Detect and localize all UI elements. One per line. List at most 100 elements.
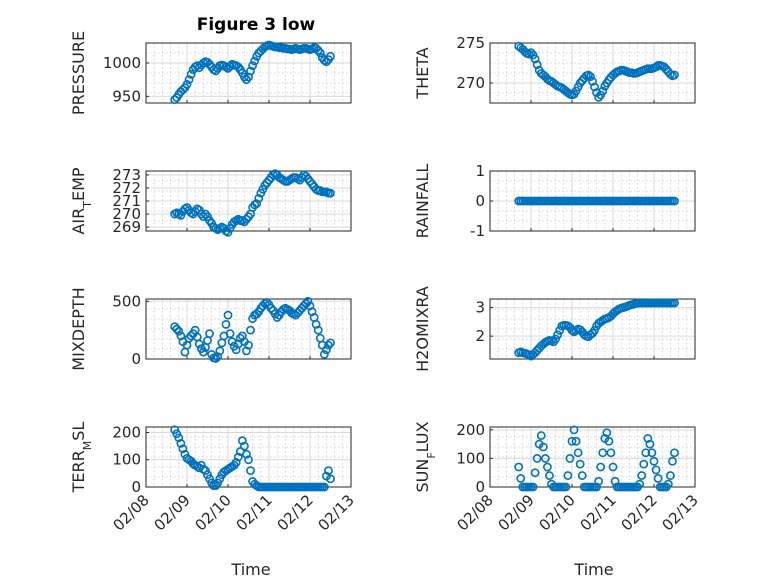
data-point (326, 474, 335, 484)
data-point (528, 482, 538, 492)
data-point (530, 54, 540, 64)
data-point (215, 346, 225, 356)
series-markers (514, 196, 679, 206)
y-tick-label: 0 (131, 350, 141, 368)
data-point (514, 462, 524, 472)
y-tick-label: 100 (456, 449, 485, 467)
y-tick-label: 0 (131, 478, 141, 496)
y-axis-label: AIRTEMP (69, 167, 94, 234)
data-point (610, 476, 620, 486)
data-point (604, 436, 614, 446)
y-tick-label: 270 (112, 205, 141, 223)
y-tick-label: -1 (470, 222, 485, 240)
data-point (639, 459, 649, 469)
data-point (266, 303, 276, 313)
data-point (573, 448, 583, 458)
data-point (563, 471, 573, 480)
data-point (225, 61, 235, 71)
axes-box (489, 42, 696, 104)
data-point (575, 459, 585, 469)
data-point (319, 349, 329, 359)
data-point (584, 70, 593, 80)
x-tick-label: 02/08 (110, 491, 153, 534)
data-point (324, 466, 333, 476)
data-point (668, 456, 677, 466)
data-point (246, 66, 255, 76)
data-point (319, 482, 329, 492)
x-tick-label: 02/09 (495, 491, 538, 534)
data-point (254, 193, 264, 203)
data-point (594, 93, 604, 102)
y-axis-label: SUNFLUX (413, 421, 438, 492)
data-point (653, 474, 663, 483)
y-axis-label: MIXDEPTH (69, 287, 88, 370)
x-tick-label: 02/10 (192, 491, 235, 534)
data-point (184, 75, 194, 85)
data-point (174, 326, 184, 336)
data-point (526, 48, 536, 57)
data-point (530, 468, 540, 478)
data-point (262, 298, 272, 307)
y-tick-label: 271 (112, 192, 141, 210)
y-tick-label: 950 (112, 87, 141, 105)
x-axis-label-left: Time (230, 560, 270, 579)
data-point (244, 455, 253, 465)
series-markers (170, 296, 335, 363)
y-tick-label: 3 (475, 299, 485, 317)
series-markers (514, 41, 679, 102)
x-tick-label: 02/09 (151, 491, 194, 534)
x-tick-label: 02/11 (577, 491, 620, 534)
subplot-rainfall: -1 0 1 RAINFALL (413, 162, 696, 240)
plot-area (489, 426, 696, 488)
data-point (666, 69, 675, 79)
data-point (198, 347, 208, 357)
y-axis-label: THETA (413, 47, 432, 99)
data-point (567, 436, 577, 446)
data-point (666, 471, 675, 480)
y-tick-label: 200 (112, 423, 141, 441)
data-point (553, 330, 563, 340)
data-point (643, 434, 653, 443)
data-point (176, 438, 186, 448)
data-point (606, 448, 616, 458)
x-tick-label: 02/08 (454, 491, 497, 534)
data-point (608, 462, 618, 472)
y-axis-label: PRESSURE (69, 31, 88, 115)
data-point (524, 49, 534, 59)
subplot-terrmsl: 0 100 200 TERRMSL 02/0802/0902/1002/1102/120… (69, 422, 358, 535)
data-point (590, 326, 599, 335)
data-point (538, 442, 548, 452)
y-tick-label: 270 (456, 74, 485, 92)
data-point (250, 56, 260, 66)
data-point (239, 441, 249, 451)
data-point (231, 458, 241, 467)
data-point (592, 482, 601, 492)
subplot-h2omixra: 2 3 H2OMIXRA (413, 286, 696, 372)
data-point (313, 325, 323, 335)
data-point (670, 196, 679, 206)
data-point (670, 448, 679, 458)
subplot-theta: 270 275 THETA (413, 34, 696, 104)
data-point (225, 329, 235, 339)
y-tick-label: 1000 (103, 54, 141, 72)
axes-box (145, 426, 352, 488)
data-point (182, 79, 192, 89)
data-point (315, 48, 325, 58)
data-point (602, 428, 612, 438)
data-point (586, 72, 595, 81)
data-point (577, 471, 587, 480)
x-tick-label: 02/12 (618, 491, 661, 534)
data-point (205, 329, 214, 339)
data-point (252, 199, 262, 209)
data-point (571, 436, 581, 446)
figure-title: Figure 3 low (197, 15, 316, 35)
data-point (252, 309, 262, 319)
x-tick-label: 02/13 (315, 491, 358, 534)
axes-box (145, 298, 352, 360)
data-point (543, 462, 552, 472)
subplot-sunflux: 0 100 200 SUNFLUX 02/0802/0902/1002/1102/120… (413, 421, 702, 535)
data-point (545, 471, 554, 480)
x-tick-label: 02/12 (274, 491, 317, 534)
